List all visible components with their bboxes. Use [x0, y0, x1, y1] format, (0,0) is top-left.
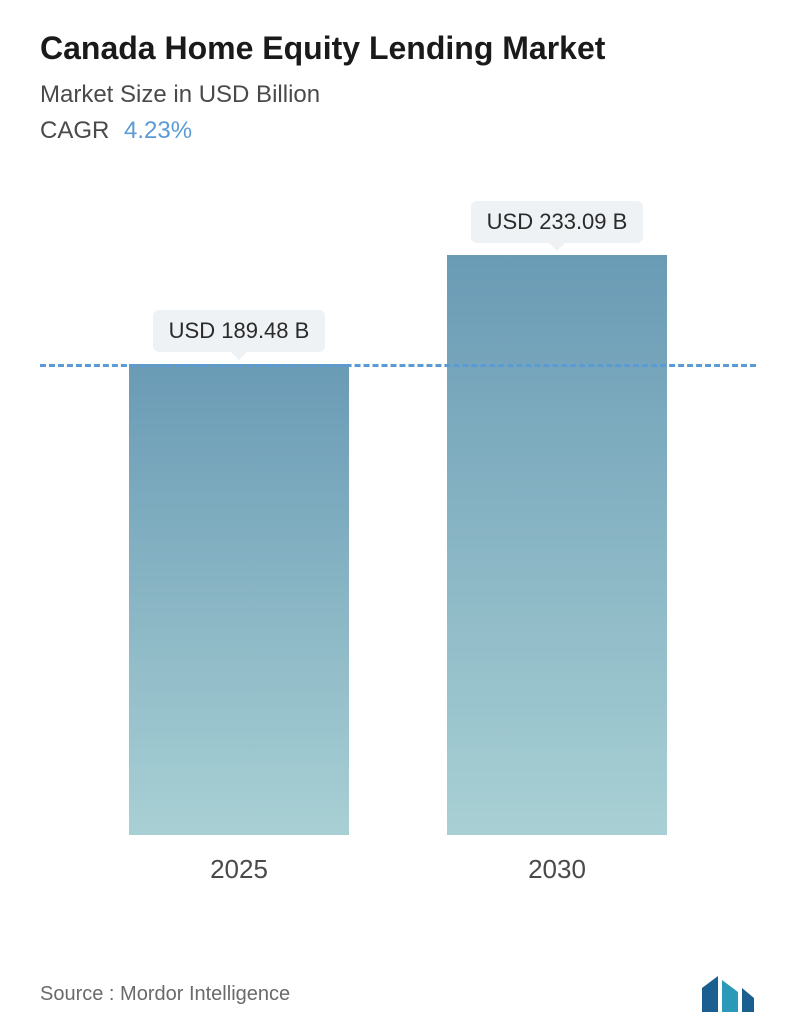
chart-area: USD 189.48 B2025USD 233.09 B2030 — [40, 205, 756, 885]
bar-group: USD 233.09 B2030 — [447, 201, 667, 835]
bar — [447, 255, 667, 835]
x-axis-label: 2025 — [129, 854, 349, 885]
bar-value-label: USD 233.09 B — [471, 201, 644, 243]
x-axis-label: 2030 — [447, 854, 667, 885]
bar-value-label: USD 189.48 B — [153, 310, 326, 352]
cagr-row: CAGR 4.23% — [40, 117, 756, 145]
reference-line — [40, 364, 756, 367]
brand-logo — [700, 974, 756, 1014]
footer: Source : Mordor Intelligence — [40, 974, 756, 1014]
chart-subtitle: Market Size in USD Billion — [40, 81, 756, 109]
bar — [129, 364, 349, 835]
source-text: Source : Mordor Intelligence — [40, 983, 290, 1006]
bar-group: USD 189.48 B2025 — [129, 310, 349, 835]
cagr-label: CAGR — [40, 117, 109, 144]
chart-title: Canada Home Equity Lending Market — [40, 30, 756, 67]
cagr-value: 4.23% — [124, 117, 192, 144]
bars-container: USD 189.48 B2025USD 233.09 B2030 — [40, 205, 756, 835]
